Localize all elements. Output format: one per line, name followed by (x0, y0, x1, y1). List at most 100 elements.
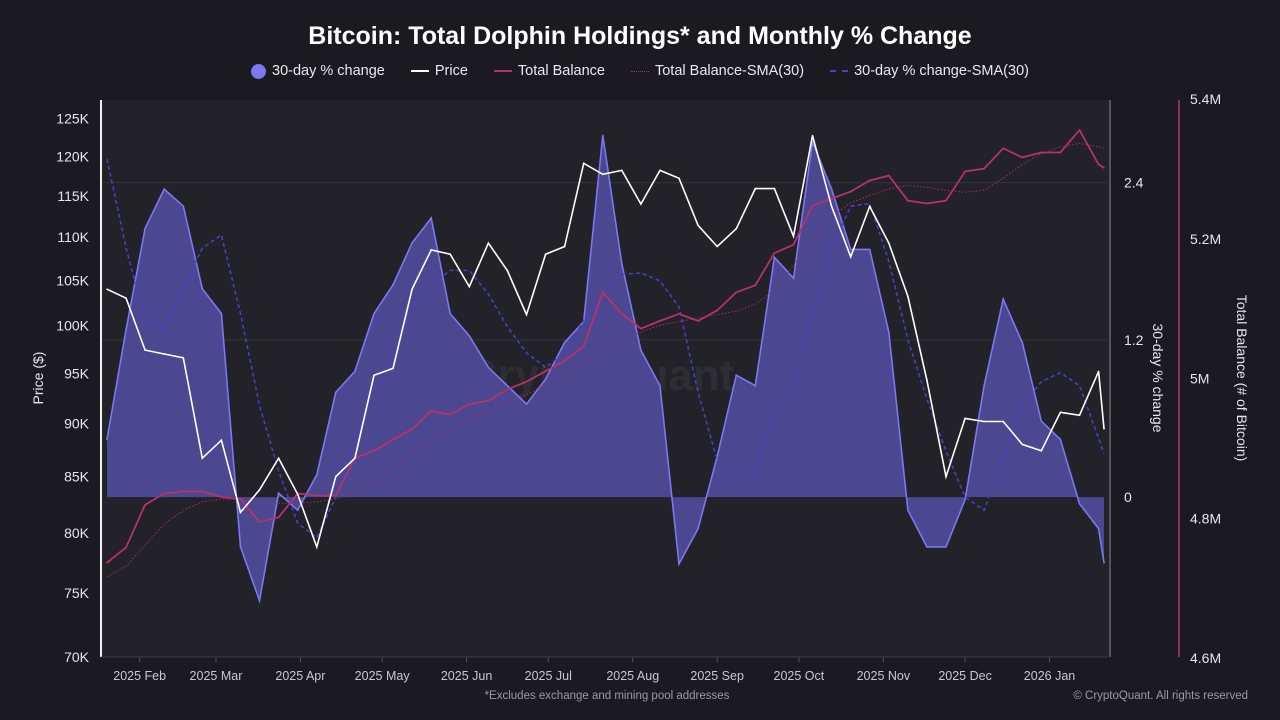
total-balance-point (792, 243, 795, 246)
x-tick-label: 2025 Mar (190, 669, 243, 683)
price-point (811, 134, 814, 137)
price-tick-label: 80K (64, 525, 90, 541)
price-point (716, 245, 718, 248)
price-point (1021, 443, 1024, 446)
price-point (773, 187, 776, 190)
price-point (506, 269, 509, 272)
price-tick-label: 110K (57, 229, 89, 245)
pct-change-point (1059, 438, 1062, 441)
legend-item-pct-change[interactable]: 30-day % change (251, 63, 385, 79)
price-point (125, 297, 127, 300)
price-tick-label: 75K (64, 585, 90, 601)
legend-swatch-dotted-icon (630, 70, 649, 72)
total-balance-point (411, 428, 413, 431)
pct-change-point (830, 188, 833, 190)
total-balance-point (811, 204, 814, 207)
price-point (983, 420, 985, 423)
total-balance-point (754, 284, 757, 287)
total-balance-point (1078, 129, 1081, 131)
price-point (926, 379, 928, 381)
legend-item-pct-sma[interactable]: 30-day % change-SMA(30) (830, 63, 1029, 79)
pct-change-point (1097, 527, 1100, 530)
legend-item-total-balance[interactable]: Total Balance (493, 63, 605, 79)
price-point (544, 253, 547, 255)
total-balance-point (392, 438, 394, 441)
total-balance-point (1097, 163, 1100, 166)
total-balance-point (563, 359, 566, 362)
total-balance-point (335, 494, 337, 497)
total-balance-point (487, 399, 490, 402)
price-point (373, 374, 375, 377)
pct-change-point (487, 366, 490, 369)
price-point (296, 493, 299, 496)
total-balance-point (888, 174, 890, 177)
pct-change-point (907, 509, 909, 512)
pct-change-point (258, 599, 261, 602)
balance-axis-label: Total Balance (# of Bitcoin) (1234, 294, 1250, 462)
total-balance-line (106, 128, 1105, 564)
pct-change-point (163, 188, 166, 190)
price-point (525, 313, 528, 316)
legend-item-price[interactable]: Price (410, 63, 468, 79)
legend-label: Price (434, 63, 468, 79)
price-tick-label: 85K (64, 469, 90, 485)
price-point (258, 489, 261, 491)
pct-change-point (868, 248, 871, 251)
price-tick-label: 70K (64, 649, 90, 665)
total-balance-point (315, 494, 318, 497)
pct-change-point (525, 403, 528, 405)
total-balance-point (106, 561, 108, 564)
price-tick-label: 115K (57, 188, 89, 204)
pct-change-point (201, 287, 204, 290)
price-point (754, 187, 757, 190)
total-balance-point (659, 320, 661, 322)
price-point (468, 285, 471, 288)
pct-change-point (773, 256, 776, 259)
pct-change-point (983, 384, 985, 387)
pct-change-point (182, 205, 185, 207)
total-balance-point (582, 345, 585, 347)
pct-change-point (1078, 502, 1081, 505)
pct-change-point (678, 563, 680, 565)
price-point (354, 457, 356, 460)
price-point (144, 349, 146, 351)
price-line (106, 135, 1105, 550)
pct-change-point (373, 312, 375, 315)
total-balance-point (449, 413, 452, 416)
total-balance-point (640, 327, 642, 330)
pct-change-point (106, 438, 108, 441)
legend-item-balance-sma[interactable]: Total Balance-SMA(30) (630, 63, 805, 79)
pct-tick-label: 0 (1124, 489, 1132, 505)
pct-change-point (964, 498, 966, 501)
x-tick-label: 2025 Apr (275, 669, 325, 683)
pct-change-point (315, 474, 318, 476)
total-balance-point (201, 490, 204, 493)
total-balance-point (373, 450, 375, 452)
price-tick-label: 105K (56, 272, 89, 288)
balance-sma-line (106, 142, 1105, 578)
legend-swatch-line-icon (493, 70, 512, 72)
price-point (697, 224, 699, 227)
total-balance-point (1059, 151, 1062, 154)
price-point (1002, 420, 1005, 423)
pct-change-point (506, 384, 509, 387)
pct-tick-label: 2.4 (1124, 175, 1144, 191)
pct-change-point (1103, 561, 1105, 564)
price-point (239, 511, 242, 514)
total-balance-point (678, 313, 680, 315)
price-point (849, 255, 852, 258)
pct-change-point (1021, 341, 1024, 344)
price-point (945, 475, 947, 478)
price-tick-label: 90K (64, 416, 90, 432)
pct-change-point (659, 384, 661, 387)
legend-label: Total Balance-SMA(30) (654, 63, 805, 79)
pct-change-point (697, 527, 699, 530)
total-balance-point (258, 521, 261, 523)
price-point (182, 357, 185, 359)
total-balance-point (735, 291, 738, 294)
balance-tick-label: 5.4M (1190, 91, 1221, 107)
price-point (277, 457, 280, 460)
chart-title: Bitcoin: Total Dolphin Holdings* and Mon… (308, 22, 972, 50)
total-balance-point (144, 503, 146, 506)
balance-tick-label: 5M (1190, 371, 1209, 387)
